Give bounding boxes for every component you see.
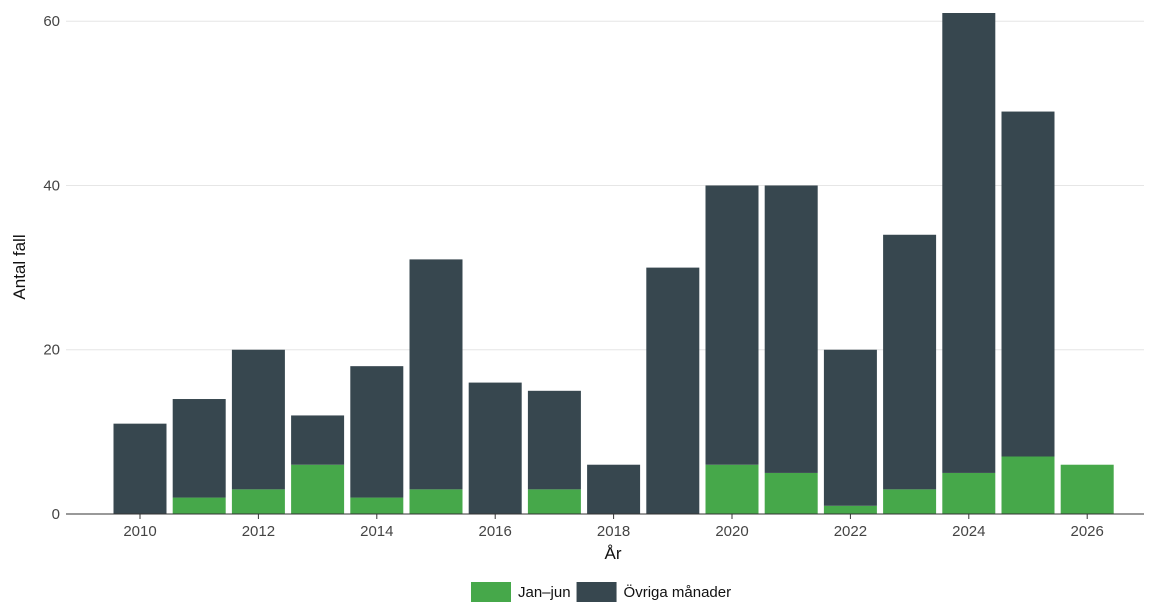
bar-segment	[350, 366, 404, 498]
bar-segment	[172, 497, 226, 514]
bar-segment	[705, 464, 759, 514]
bar-segment	[705, 185, 759, 465]
bars	[113, 13, 1114, 514]
legend: Jan–jun Övriga månader	[471, 582, 731, 602]
y-axis-title: Antal fall	[10, 234, 29, 299]
bar-segment	[113, 423, 167, 514]
y-tick-label: 0	[52, 506, 60, 523]
x-tick-label: 2026	[1071, 523, 1104, 540]
y-tick-label: 40	[43, 177, 60, 194]
bar-segment	[291, 415, 345, 465]
y-tick-label: 60	[43, 13, 60, 30]
bar-segment	[823, 505, 877, 514]
x-tick-label: 2020	[715, 523, 748, 540]
x-tick-label: 2012	[242, 523, 275, 540]
bar-segment	[527, 489, 581, 514]
x-tick-label: 2022	[834, 523, 867, 540]
x-tick-label: 2018	[597, 523, 630, 540]
y-tick-label: 20	[43, 342, 60, 359]
bar-segment	[231, 489, 285, 514]
y-axis-ticks: 0 20 40 60	[43, 13, 60, 523]
x-axis-ticks: 2010 2012 2014 2016 2018 2020 2022 2024 2026	[123, 514, 1104, 540]
bar-segment	[172, 399, 226, 498]
bar-segment	[409, 489, 463, 514]
bar-segment	[764, 185, 818, 473]
x-tick-label: 2024	[952, 523, 985, 540]
bar-segment	[823, 349, 877, 506]
bar-segment	[646, 267, 700, 514]
bar-segment	[764, 472, 818, 514]
bar-segment	[527, 390, 581, 490]
bar-segment	[942, 472, 996, 514]
bar-segment	[231, 349, 285, 490]
legend-label: Jan–jun	[518, 584, 571, 601]
bar-segment	[468, 382, 522, 514]
bar-segment	[291, 464, 345, 514]
bar-segment	[409, 259, 463, 490]
bar-segment	[883, 234, 937, 490]
x-tick-label: 2010	[123, 523, 156, 540]
x-axis-title: År	[605, 544, 622, 563]
bar-segment	[350, 497, 404, 514]
bar-segment	[883, 489, 937, 514]
legend-label: Övriga månader	[624, 583, 732, 601]
legend-swatch	[576, 582, 617, 602]
bar-segment	[587, 464, 641, 514]
x-tick-label: 2016	[479, 523, 512, 540]
x-tick-label: 2014	[360, 523, 393, 540]
bar-segment	[1001, 111, 1055, 457]
legend-swatch	[471, 582, 511, 602]
bar-segment	[942, 13, 996, 473]
bar-segment	[1001, 456, 1055, 514]
bar-segment	[1060, 464, 1114, 514]
